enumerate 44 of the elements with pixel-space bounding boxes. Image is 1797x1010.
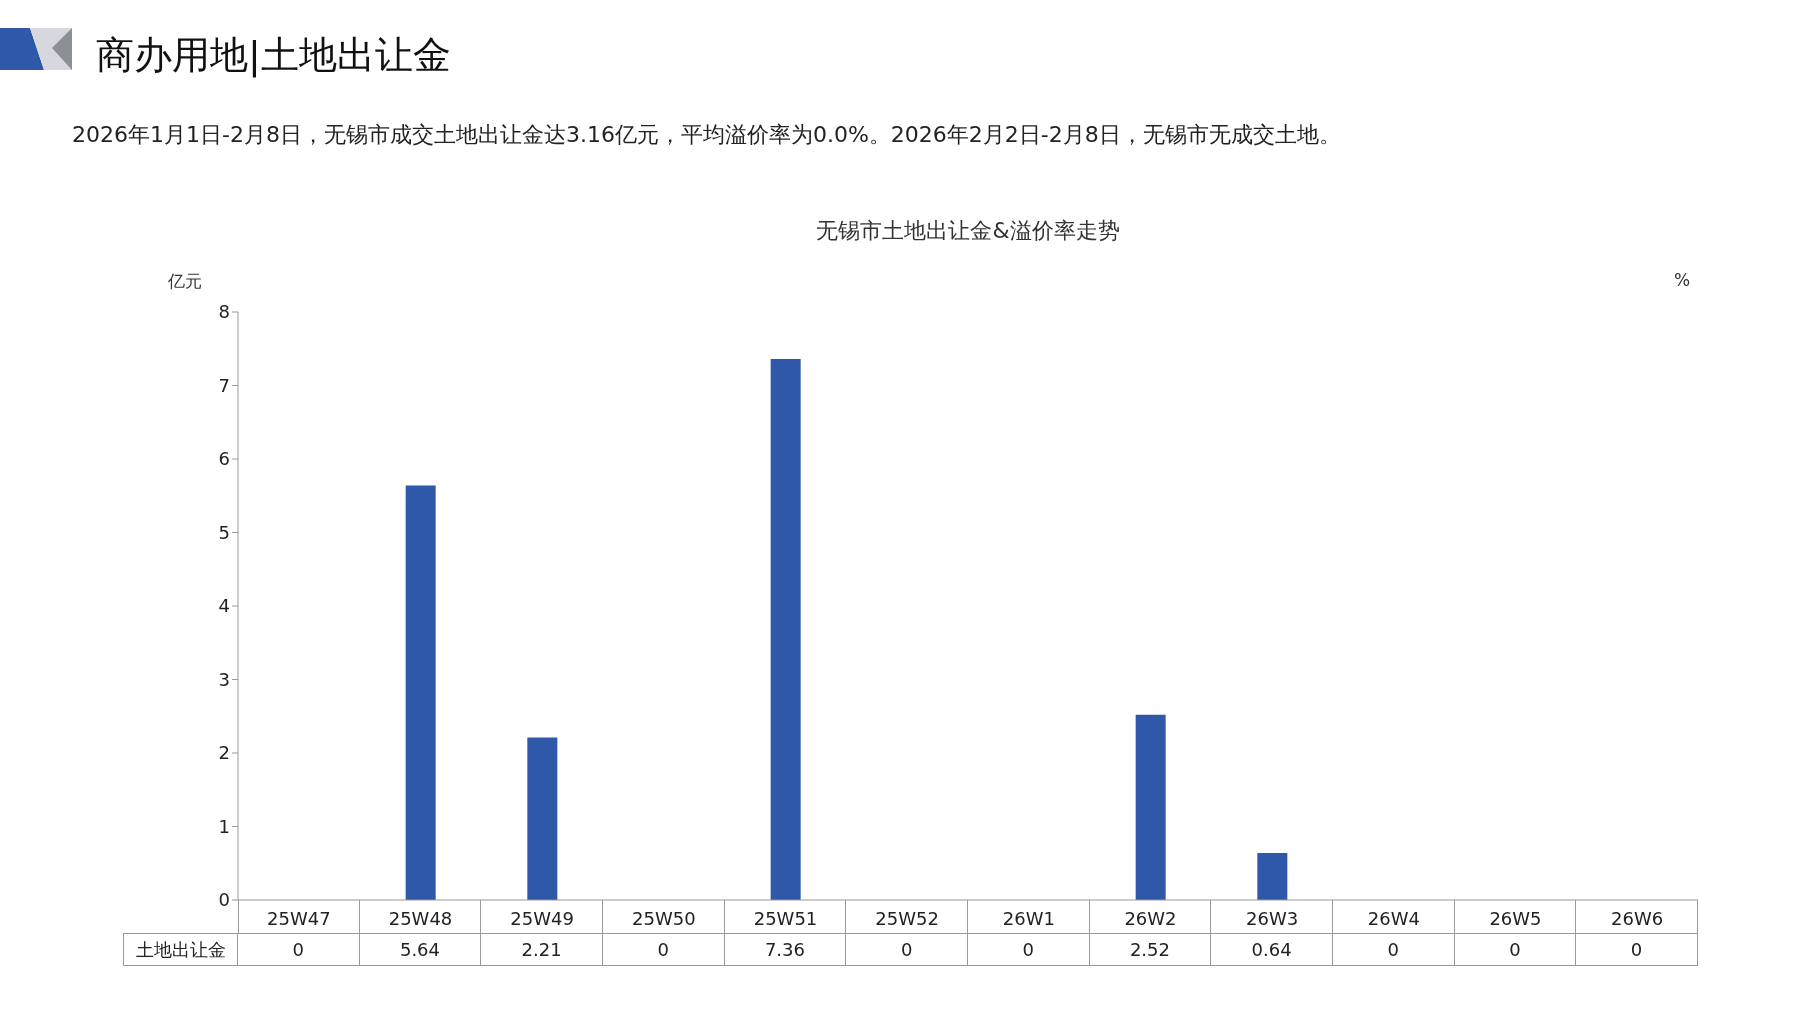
y-tick-label: 0 <box>218 889 230 911</box>
y2-axis-title: % <box>1674 270 1691 290</box>
data-label: 2.21 <box>481 933 603 966</box>
y-tick-label: 8 <box>218 301 230 323</box>
x-tick-label: 25W50 <box>632 907 696 929</box>
x-tick-label: 25W52 <box>875 907 939 929</box>
x-tick-label: 26W2 <box>1124 907 1177 929</box>
x-tick-label: 25W49 <box>510 907 574 929</box>
y-tick-label: 3 <box>218 668 230 690</box>
bar <box>527 737 558 900</box>
x-tick-label: 26W3 <box>1246 907 1299 929</box>
x-tick-label: 26W5 <box>1489 907 1542 929</box>
text: 土地出让金 <box>123 933 238 966</box>
x-tick-label: 26W6 <box>1611 907 1664 929</box>
data-label: 0 <box>1576 933 1698 966</box>
y-tick-label: 6 <box>218 448 230 470</box>
data-label: 7.36 <box>724 933 847 966</box>
data-label: 0 <box>1454 933 1577 966</box>
bar <box>405 485 436 900</box>
x-tick-label: 26W4 <box>1367 907 1420 929</box>
chart-subtitle: 商办用地|土地出让金 <box>96 32 451 80</box>
text: 2026年1月1日-2月8日，无锡市成交土地出让金达3.16亿元，平均溢价率为0.0%。2026年2月2日-2月8日，无锡市无成交土地。 <box>72 121 1341 149</box>
y-tick-label: 7 <box>218 374 230 396</box>
x-tick-label: 26W1 <box>1002 907 1055 929</box>
x-tick-label: 25W51 <box>753 907 818 929</box>
x-tick-label: 25W48 <box>388 907 453 929</box>
data-label: 0 <box>238 933 360 966</box>
data-label: 2.52 <box>1089 933 1212 966</box>
data-label: 0.64 <box>1211 933 1333 966</box>
data-label: 0 <box>602 933 725 966</box>
y-tick-label: 1 <box>218 815 230 837</box>
x-tick-label: 25W47 <box>267 907 331 929</box>
data-label: 0 <box>846 933 968 966</box>
bar <box>770 359 801 900</box>
y-tick-label: 2 <box>218 742 230 764</box>
y-axis-title: 亿元 <box>168 270 202 293</box>
chart-title: 无锡市土地出让金&溢价率走势 <box>815 217 1121 245</box>
data-label: 5.64 <box>359 933 482 966</box>
y-tick-label: 4 <box>218 595 230 617</box>
bar <box>1135 714 1166 900</box>
data-label: 0 <box>1332 933 1455 966</box>
bar <box>1257 852 1288 900</box>
y-tick-label: 5 <box>218 521 230 543</box>
data-label: 0 <box>967 933 1090 966</box>
